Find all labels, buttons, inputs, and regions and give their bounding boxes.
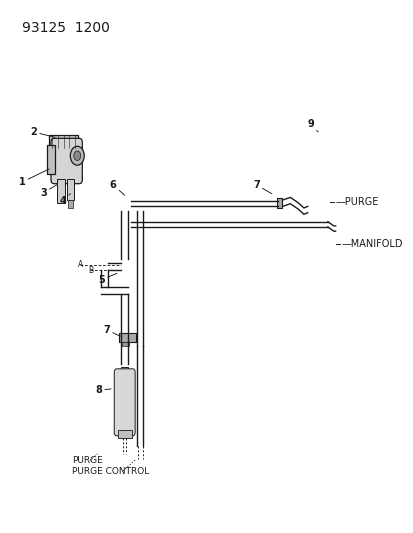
FancyBboxPatch shape [51, 139, 82, 184]
Text: 3: 3 [40, 185, 57, 198]
Text: 2: 2 [30, 127, 55, 138]
Text: 8: 8 [95, 385, 111, 395]
Text: 1: 1 [19, 169, 49, 187]
Circle shape [74, 151, 81, 160]
Bar [121, 342, 128, 345]
Text: PURGE: PURGE [72, 456, 103, 465]
Bar [67, 180, 74, 199]
Text: 5: 5 [98, 273, 117, 285]
Text: 93125  1200: 93125 1200 [22, 21, 110, 35]
FancyBboxPatch shape [114, 369, 135, 436]
Text: PURGE CONTROL: PURGE CONTROL [72, 467, 150, 475]
Bar [121, 367, 128, 380]
Bar [119, 333, 136, 342]
Text: 4: 4 [59, 193, 70, 206]
Text: —PURGE: —PURGE [335, 197, 378, 207]
Bar [276, 198, 281, 208]
Bar [57, 180, 64, 203]
Text: B: B [88, 265, 93, 274]
Circle shape [70, 146, 84, 165]
Text: 6: 6 [109, 180, 124, 195]
Bar [47, 145, 55, 174]
Text: —MANIFOLD: —MANIFOLD [341, 239, 402, 249]
Bar [117, 430, 131, 438]
Bar [68, 199, 73, 208]
Text: 7: 7 [252, 180, 271, 193]
Text: 7: 7 [103, 325, 120, 336]
Text: A: A [78, 261, 83, 269]
Text: 9: 9 [306, 119, 318, 132]
Bar [49, 135, 78, 148]
